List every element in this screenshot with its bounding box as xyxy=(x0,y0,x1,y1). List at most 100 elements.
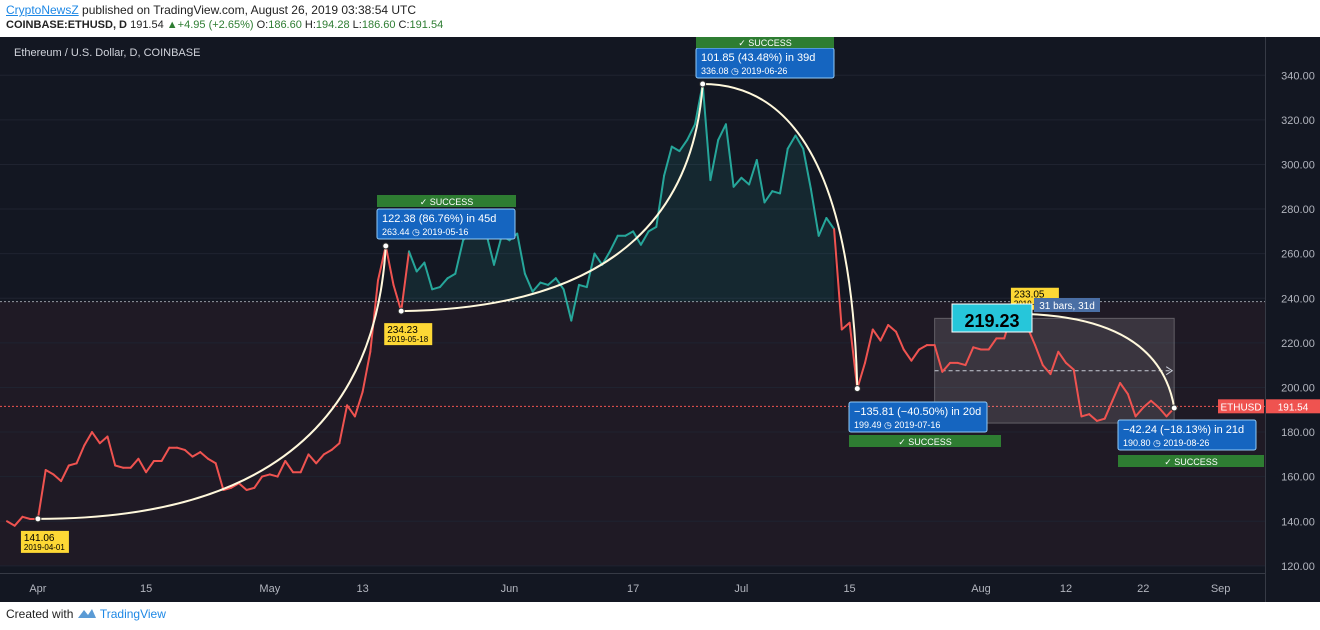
price-chart[interactable]: 340.00 320.00 300.00 280.00 260.00 240.00 220.… xyxy=(0,37,1320,602)
price-segment xyxy=(176,446,186,451)
price-segment xyxy=(639,230,650,246)
price-segment xyxy=(44,469,55,476)
price-segment xyxy=(36,469,47,520)
publish-info: published on TradingView.com, August 26,… xyxy=(82,3,417,17)
price-segment xyxy=(786,134,797,150)
price-segment xyxy=(879,324,890,342)
arc-3 xyxy=(702,82,859,389)
price-segment xyxy=(369,279,379,353)
current-price-tag: ETHUSD 191.54 xyxy=(1218,399,1320,414)
price-segment xyxy=(160,446,171,462)
close-label: C: xyxy=(398,19,410,31)
price-segment xyxy=(253,475,264,489)
price-segment xyxy=(137,457,148,474)
price-segment xyxy=(299,453,310,474)
tradingview-logo-icon xyxy=(77,607,100,621)
point-marker xyxy=(1170,404,1178,412)
price-segment xyxy=(840,321,851,331)
price-segment xyxy=(624,230,635,237)
tradingview-brand[interactable]: TradingView xyxy=(99,607,166,621)
symbol: COINBASE:ETHUSD, D xyxy=(6,19,128,31)
y-tick-label: 300.00 xyxy=(1281,159,1315,171)
price-tag-text: 191.54 xyxy=(1278,402,1309,413)
success-text: ✓ SUCCESS xyxy=(1164,457,1218,467)
label-value: 234.23 xyxy=(387,325,418,336)
author-link[interactable]: CryptoNewsZ xyxy=(6,3,79,17)
price-segment xyxy=(1072,368,1083,418)
price-segment xyxy=(431,286,441,291)
price-segment xyxy=(67,462,78,467)
success-badge xyxy=(377,195,516,207)
price-segment xyxy=(400,250,410,313)
point-marker xyxy=(382,242,390,250)
price-segment xyxy=(1088,413,1098,422)
success-text: ✓ SUCCESS xyxy=(738,38,792,48)
price-segment xyxy=(887,324,897,333)
label-date: 2019-04-01 xyxy=(24,543,65,552)
price-segment xyxy=(183,448,194,458)
x-tick-label: Jun xyxy=(501,583,519,595)
price-segment xyxy=(562,288,573,322)
price-segment xyxy=(322,448,333,456)
close-value: 191.54 xyxy=(409,19,444,31)
price-segment xyxy=(237,482,248,491)
price-segment xyxy=(833,228,843,331)
price-segment xyxy=(972,346,982,351)
open-value: 186.60 xyxy=(268,19,302,31)
arc-1 xyxy=(37,245,387,520)
price-segment xyxy=(245,486,256,491)
price-segment xyxy=(763,190,774,204)
measure-detail: 199.49 ◷ 2019-07-16 xyxy=(854,420,940,430)
price-segment xyxy=(539,281,550,286)
x-tick-label: Apr xyxy=(29,583,46,595)
price-segment xyxy=(207,457,217,465)
open-label: O: xyxy=(256,19,269,31)
price-segment xyxy=(647,225,658,233)
price-segment xyxy=(523,272,534,293)
price-segment xyxy=(353,390,364,418)
range-value-label: 219.23 xyxy=(951,303,1033,333)
success-badge xyxy=(1118,455,1264,467)
measure-1: 122.38 (86.76%) in 45d 263.44 ◷ 2019-05-1… xyxy=(376,195,516,240)
price-tag xyxy=(1266,399,1320,414)
chart-title: Ethereum / U.S. Dollar, D, COINBASE xyxy=(14,47,200,59)
price-segment xyxy=(964,346,975,367)
price-segment xyxy=(361,350,372,393)
measure-detail: 336.08 ◷ 2019-06-26 xyxy=(701,66,787,76)
price-segment xyxy=(1057,350,1067,364)
x-tick-label: 17 xyxy=(627,583,639,595)
measure-box xyxy=(1117,419,1257,451)
price-segment xyxy=(446,272,457,280)
success-text: ✓ SUCCESS xyxy=(420,197,474,207)
success-text: ✓ SUCCESS xyxy=(898,437,952,447)
price-segment xyxy=(809,188,820,237)
price-segment xyxy=(933,344,944,373)
label-box xyxy=(384,323,433,346)
price-segment xyxy=(106,435,117,467)
price-segment xyxy=(717,123,727,141)
price-segment xyxy=(740,176,751,186)
price-segment xyxy=(199,451,209,460)
price-segment xyxy=(276,460,287,478)
label-date: 2019-05-18 xyxy=(387,335,428,344)
measure-change: −135.81 (−40.50%) in 20d xyxy=(854,406,981,418)
price-segment xyxy=(918,344,928,351)
symbol-tag-text: ETHUSD xyxy=(1220,402,1261,413)
price-segment xyxy=(454,239,465,275)
price-segment xyxy=(547,277,557,286)
success-badge xyxy=(696,37,834,48)
range-arrow-icon xyxy=(1165,366,1174,376)
price-segment xyxy=(1119,382,1129,396)
price-segment xyxy=(732,176,743,188)
x-tick-label: Aug xyxy=(971,583,991,595)
y-tick-label: 260.00 xyxy=(1281,249,1315,261)
high-label: H: xyxy=(304,19,316,31)
range-value-text: 219.23 xyxy=(964,311,1019,331)
price-segment xyxy=(1157,406,1168,418)
point-marker xyxy=(34,515,42,523)
price-segment xyxy=(75,444,86,465)
measure-detail: 190.80 ◷ 2019-08-26 xyxy=(1123,438,1209,448)
price-segment xyxy=(13,515,24,527)
x-tick-label: 15 xyxy=(140,583,152,595)
